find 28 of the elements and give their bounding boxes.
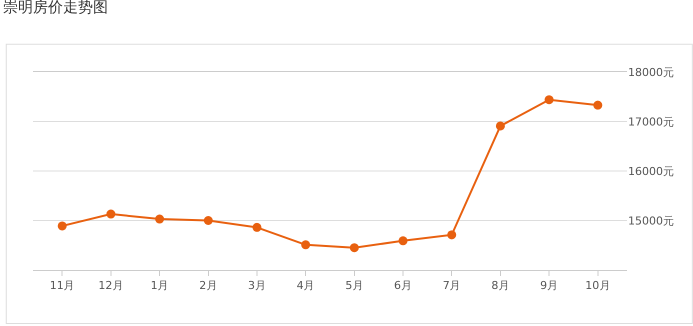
x-tick-label: 12月 [98,279,124,292]
point [496,121,505,130]
point [350,243,359,252]
x-tick-label: 2月 [199,279,218,292]
point [106,210,116,219]
y-tick-label: 17000元 [628,115,674,128]
x-tick-label: 10月 [585,279,610,292]
x-tick-label: 6月 [394,279,412,292]
x-tick-label: 9月 [540,279,558,292]
x-tick-label: 8月 [491,279,510,292]
x-tick-label: 4月 [296,279,315,292]
x-tick-label: 7月 [442,279,461,292]
point [155,214,164,224]
point [58,221,67,230]
y-tick-label: 18000元 [628,66,674,79]
point [447,230,456,240]
y-tick-label: 15000元 [628,214,674,228]
point [544,95,554,104]
x-tick-label: 11月 [50,279,75,292]
x-tick-label: 1月 [150,279,169,292]
y-tick-label: 16000元 [628,164,674,178]
point [204,216,213,225]
point [398,236,408,246]
point [252,222,262,232]
x-tick-label: 5月 [345,279,364,292]
point [593,100,602,110]
point [301,240,310,250]
x-tick-label: 3月 [248,279,266,292]
